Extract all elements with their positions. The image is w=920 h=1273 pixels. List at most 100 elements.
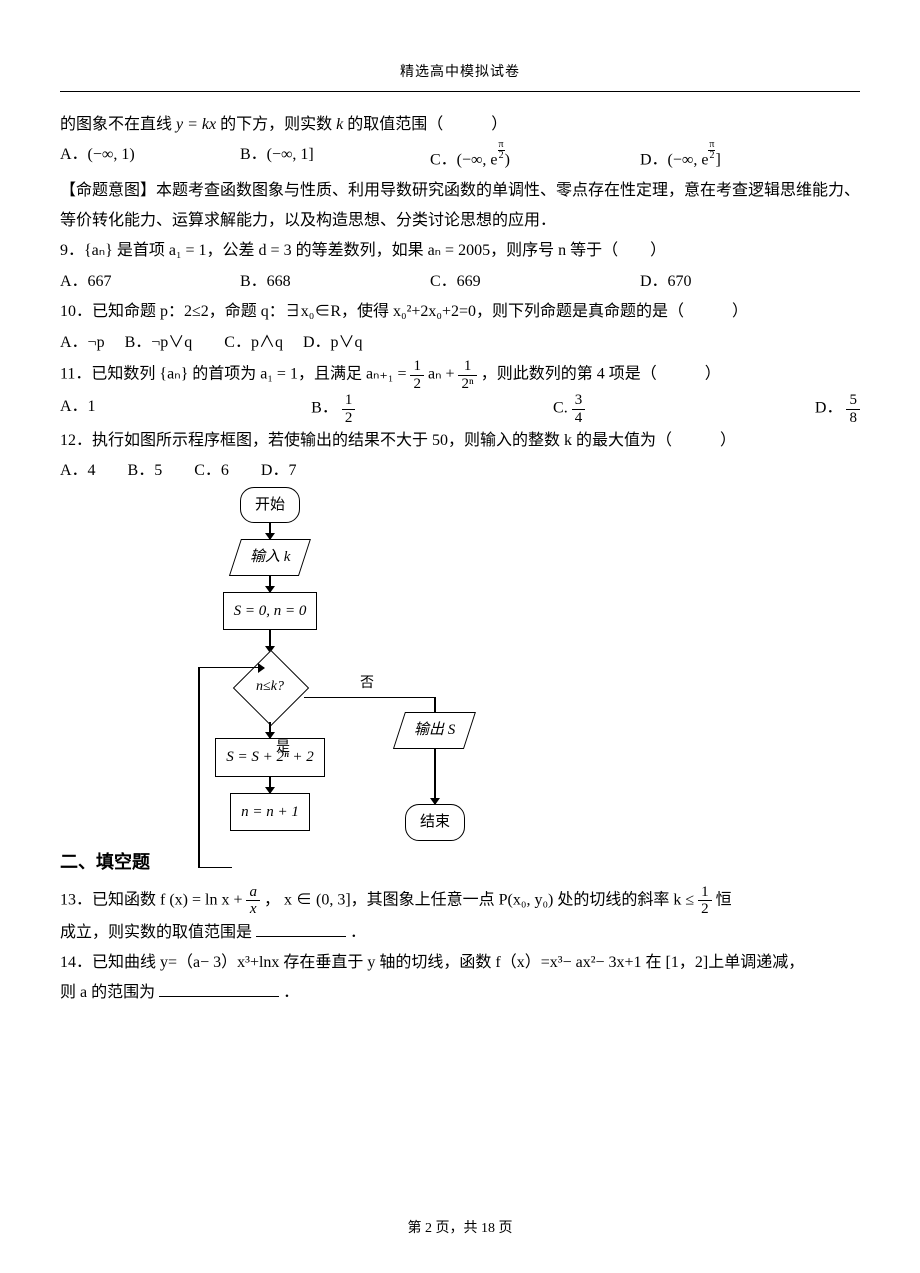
text: aₙ + (428, 366, 459, 383)
num: 3 (572, 392, 586, 410)
q9-stem: 9．{aₙ} 是首项 a₁ = 1，公差 d = 3 的等差数列，如果 aₙ =… (60, 236, 860, 266)
text: 的图象不在直线 (60, 116, 176, 133)
text: ． (283, 984, 299, 1001)
flow-step1: S = S + 2ⁿ + 2 (215, 738, 325, 777)
flow-cond: n≤k? (235, 652, 305, 722)
eq: y = kx (176, 116, 216, 133)
loop-vline (198, 667, 200, 867)
text: 13．已知函数 f (x) = ln x + (60, 891, 246, 908)
option-c: C．669 (430, 267, 640, 297)
flow-init: S = 0, n = 0 (223, 592, 318, 631)
num: 1 (410, 358, 424, 376)
q10-stem: 10．已知命题 p：2≤2，命题 q：∃x₀∈R，使得 x₀²+2x₀+2=0，… (60, 297, 860, 327)
option-d: D．670 (640, 267, 820, 297)
fill-blank (256, 920, 346, 937)
frac-half: 12 (410, 358, 424, 392)
label-yes: 是 (276, 735, 290, 762)
text: ] (715, 151, 720, 168)
label: D． (815, 400, 843, 417)
text: 成立，则实数的取值范围是 (60, 924, 252, 941)
num: 1 (698, 884, 712, 902)
page-header: 精选高中模拟试卷 (60, 60, 860, 87)
q12-options: A．4 B．5 C．6 D．7 (60, 456, 860, 486)
arrow-down-icon (434, 748, 436, 804)
label-no: 否 (360, 671, 374, 698)
text: 11．已知数列 {aₙ} 的首项为 a₁ = 1，且满足 aₙ₊₁ = (60, 366, 410, 383)
q13-line2: 成立，则实数的取值范围是 ． (60, 918, 860, 948)
arrow-down-icon (269, 523, 271, 539)
option-b: B．(−∞, 1] (240, 140, 430, 176)
arrow-down-icon (269, 576, 271, 592)
section-2-title: 二、填空题 (60, 845, 860, 879)
den: 2 (410, 376, 424, 393)
frac: 34 (572, 392, 586, 426)
frac-half: 12 (698, 884, 712, 918)
text: 则 a 的范围为 (60, 984, 155, 1001)
option-d: D． 58 (795, 392, 860, 426)
frac: 12 (342, 392, 356, 426)
q-cont-line: 的图象不在直线 y = kx 的下方，则实数 k 的取值范围（ ） (60, 110, 860, 140)
text: ， x ∈ (0, 3]，其图象上任意一点 P(x₀, y₀) 处的切线的斜率 … (264, 891, 698, 908)
q10-options: A．¬p B．¬p∨q C．p∧q D．p∨q (60, 328, 860, 358)
loop-hline-top (198, 667, 264, 669)
label: C. (553, 400, 572, 417)
flow-output: 输出 S (393, 712, 476, 749)
exp-frac: π2 (498, 140, 505, 161)
page: 精选高中模拟试卷 的图象不在直线 y = kx 的下方，则实数 k 的取值范围（… (0, 0, 920, 1273)
text: ． (350, 924, 366, 941)
den: 2 (698, 901, 712, 918)
flow-step2: n = n + 1 (230, 793, 310, 832)
q-cont-options: A．(−∞, 1) B．(−∞, 1] C．(−∞, eπ2) D．(−∞, e… (60, 140, 860, 176)
page-footer: 第 2 页，共 18 页 (0, 1216, 920, 1243)
q14-line2: 则 a 的范围为 ． (60, 978, 860, 1008)
option-c: C. 34 (553, 392, 795, 426)
den: 4 (572, 410, 586, 427)
text: C．(−∞, e (430, 151, 498, 168)
q9-options: A．667 B．668 C．669 D．670 (60, 267, 860, 297)
option-a: A．667 (60, 267, 240, 297)
option-d: D．(−∞, eπ2] (640, 140, 820, 176)
text: 恒 (716, 891, 732, 908)
num: a (246, 884, 260, 902)
option-a: A．1 (60, 392, 311, 426)
label: 输入 k (250, 543, 290, 572)
text: 的下方，则实数 (220, 116, 336, 133)
cmd-intent: 【命题意图】本题考查函数图象与性质、利用导数研究函数的单调性、零点存在性定理，意… (60, 176, 860, 237)
flow-input: 输入 k (229, 539, 311, 576)
option-c: C．(−∞, eπ2) (430, 140, 640, 176)
arrow-down-icon (269, 722, 271, 738)
loop-hline-bottom (198, 867, 232, 869)
arrow-down-icon (269, 777, 271, 793)
q12-stem: 12．执行如图所示程序框图，若使输出的结果不大于 50，则输入的整数 k 的最大… (60, 426, 860, 456)
q14-line1: 14．已知曲线 y=（a− 3）x³+lnx 存在垂直于 y 轴的切线，函数 f… (60, 948, 860, 978)
frac-pow: 12ⁿ (458, 358, 476, 392)
option-b: B． 12 (311, 392, 553, 426)
frac: 58 (846, 392, 860, 426)
text: 的取值范围（ ） (347, 116, 507, 133)
label: 输出 S (414, 716, 455, 745)
den: 8 (846, 410, 860, 427)
option-a: A．(−∞, 1) (60, 140, 240, 176)
flow-end: 结束 (405, 804, 465, 841)
var: k (336, 116, 343, 133)
q11-options: A．1 B． 12 C. 34 D． 58 (60, 392, 860, 426)
no-hline (304, 697, 434, 699)
num: 5 (846, 392, 860, 410)
flowchart: 开始 输入 k S = 0, n = 0 n≤k? 否 是 S = S + 2ⁿ… (190, 487, 490, 832)
cond-label: n≤k? (235, 652, 305, 722)
header-rule (60, 91, 860, 92)
num: 1 (342, 392, 356, 410)
den: 2 (498, 151, 505, 161)
text: ) (505, 151, 510, 168)
label: B． (311, 400, 338, 417)
den: 2ⁿ (458, 376, 476, 393)
flow-main-column: 开始 输入 k S = 0, n = 0 n≤k? 否 是 S = S + 2ⁿ… (190, 487, 350, 832)
flow-start: 开始 (240, 487, 300, 524)
fill-blank (159, 980, 279, 997)
text: ，则此数列的第 4 项是（ ） (481, 366, 721, 383)
frac-a-x: ax (246, 884, 260, 918)
q11-stem: 11．已知数列 {aₙ} 的首项为 a₁ = 1，且满足 aₙ₊₁ = 12 a… (60, 358, 860, 392)
den: x (246, 901, 260, 918)
den: 2 (342, 410, 356, 427)
flow-right-column: 输出 S 结束 (390, 712, 480, 841)
